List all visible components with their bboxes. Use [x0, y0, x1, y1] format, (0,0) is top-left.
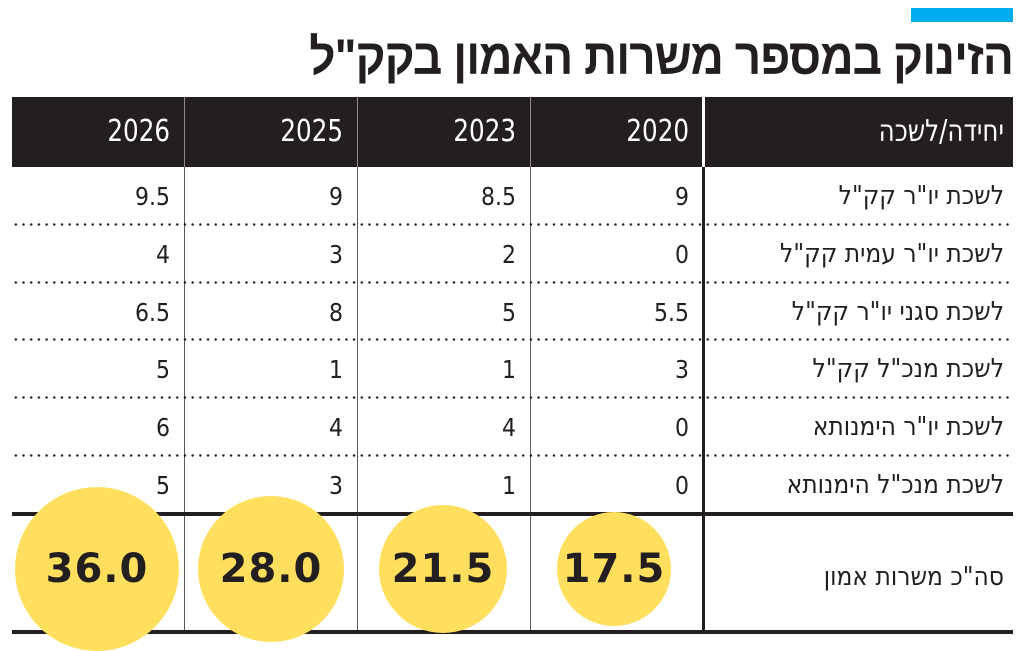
row-label: לשכת מנכ"ל קק"ל: [812, 354, 1004, 384]
total-label: סה"כ משרות אמון: [823, 562, 1004, 592]
cell-2026: 6: [156, 413, 170, 442]
cell-2020: 0: [675, 413, 689, 442]
row-label: לשכת סגני יו"ר קק"ל: [791, 297, 1004, 327]
cell-2025: 9: [329, 182, 343, 211]
total-value-2020: 17.5: [562, 546, 666, 592]
table-header: [12, 97, 1013, 167]
cell-2025: 4: [329, 413, 343, 442]
cell-2026: 5: [156, 355, 170, 384]
column-divider: [530, 167, 531, 634]
accent-bar: [911, 8, 1013, 22]
header-divider: [184, 97, 185, 167]
total-value-2023: 21.5: [391, 546, 495, 592]
cell-2025: 3: [329, 471, 343, 500]
total-circle-2026: 36.0: [15, 487, 179, 651]
cell-2020: 5.5: [654, 298, 689, 327]
total-value-2026: 36.0: [45, 546, 149, 592]
total-separator: [12, 512, 1013, 516]
cell-2023: 1: [502, 471, 516, 500]
cell-2023: 5: [502, 298, 516, 327]
cell-2025: 8: [329, 298, 343, 327]
header-year-2023: 2023: [453, 114, 516, 149]
column-divider: [184, 167, 185, 634]
header-year-2020: 2020: [626, 114, 689, 149]
header-divider: [357, 97, 358, 167]
cell-2020: 0: [675, 240, 689, 269]
header-divider: [530, 97, 531, 167]
header-divider: [702, 97, 705, 167]
total-circle-2023: 21.5: [379, 505, 507, 633]
row-separator: [12, 281, 1013, 284]
row-separator: [12, 338, 1013, 341]
row-separator: [12, 454, 1013, 457]
cell-2023: 8.5: [481, 182, 516, 211]
column-divider: [702, 167, 705, 634]
cell-2026: 5: [156, 471, 170, 500]
header-unit-label: יחידה/לשכה: [878, 114, 1004, 149]
row-label: לשכת יו"ר קק"ל: [838, 181, 1004, 211]
cell-2026: 9.5: [135, 182, 170, 211]
row-separator: [12, 396, 1013, 399]
table-bottom-border: [12, 630, 1013, 634]
cell-2026: 4: [156, 240, 170, 269]
cell-2020: 9: [675, 182, 689, 211]
cell-2020: 3: [675, 355, 689, 384]
total-circle-2020: 17.5: [557, 512, 671, 626]
total-circle-2025: 28.0: [198, 496, 344, 642]
cell-2025: 1: [329, 355, 343, 384]
cell-2023: 1: [502, 355, 516, 384]
row-label: לשכת מנכ"ל הימנותא: [786, 470, 1004, 500]
row-label: לשכת יו"ר עמית קק"ל: [780, 239, 1004, 269]
row-label: לשכת יו"ר הימנותא: [812, 412, 1004, 442]
total-value-2025: 28.0: [219, 546, 323, 592]
cell-2020: 0: [675, 471, 689, 500]
chart-title: הזינוק במספר משרות האמון בקק"ל: [309, 29, 1014, 85]
cell-2023: 4: [502, 413, 516, 442]
row-separator: [12, 223, 1013, 226]
column-divider: [357, 167, 358, 634]
header-year-2025: 2025: [280, 114, 343, 149]
cell-2025: 3: [329, 240, 343, 269]
cell-2026: 6.5: [135, 298, 170, 327]
cell-2023: 2: [502, 240, 516, 269]
header-year-2026: 2026: [107, 114, 170, 149]
